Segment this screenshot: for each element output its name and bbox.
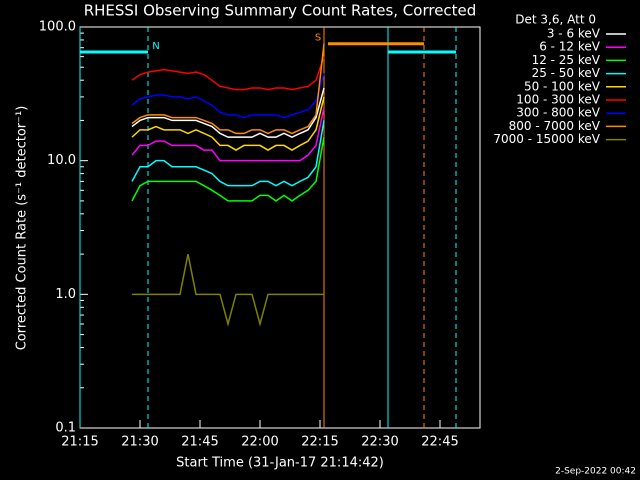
x-tick-label: 21:45 [181, 435, 218, 450]
flag-label: S [315, 33, 321, 44]
y-axis-label: Corrected Count Rate (s⁻¹ detector⁻¹) [15, 106, 30, 351]
legend-label: 50 - 100 keV [524, 79, 601, 93]
series-line [132, 253, 324, 327]
legend-label: 25 - 50 keV [532, 66, 601, 80]
footer: 2-Sep-2022 00:42 [555, 467, 636, 477]
legend-label: 800 - 7000 keV [509, 119, 601, 133]
legend-label: 6 - 12 keV [539, 40, 601, 54]
x-axis-label: Start Time (31-Jan-17 21:14:42) [176, 456, 384, 471]
series-line [131, 120, 325, 187]
chart-title: RHESSI Observing Summary Count Rates, Co… [84, 2, 477, 20]
y-tick-label: 10.0 [47, 153, 76, 168]
legend-label: 7000 - 15000 keV [493, 132, 600, 146]
x-tick-label: 21:30 [121, 435, 158, 450]
y-tick-label: 1.0 [55, 287, 76, 302]
series-line [131, 73, 325, 119]
series-line [131, 107, 325, 162]
x-tick-label: 21:15 [61, 435, 98, 450]
y-tick-label: 100.0 [39, 20, 76, 35]
legend-label: 12 - 25 keV [532, 53, 601, 67]
series-line [131, 43, 325, 135]
series-line [131, 56, 325, 91]
series-line [131, 136, 325, 202]
subtitle: Det 3,6, Att 0 [515, 13, 596, 27]
legend-label: 300 - 800 keV [516, 106, 600, 120]
y-tick-label: 0.1 [55, 421, 76, 436]
x-tick-label: 22:45 [421, 435, 458, 450]
series-line [131, 96, 325, 151]
legend-label: 100 - 300 keV [516, 93, 600, 107]
x-tick-label: 22:00 [241, 435, 278, 450]
x-tick-label: 22:15 [301, 435, 338, 450]
flag-label: N [152, 41, 159, 52]
series-line [131, 87, 325, 138]
legend-label: 3 - 6 keV [547, 27, 601, 41]
x-tick-label: 22:30 [361, 435, 398, 450]
